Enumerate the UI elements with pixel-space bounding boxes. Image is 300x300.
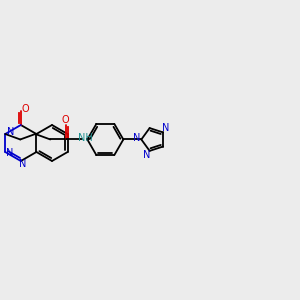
Text: NH: NH [78,134,93,143]
Text: N: N [5,148,13,158]
Text: N: N [19,159,26,169]
Text: N: N [133,134,140,143]
Text: N: N [7,127,14,137]
Text: O: O [61,116,69,125]
Text: N: N [162,123,170,134]
Text: O: O [21,104,28,114]
Text: N: N [143,150,150,160]
